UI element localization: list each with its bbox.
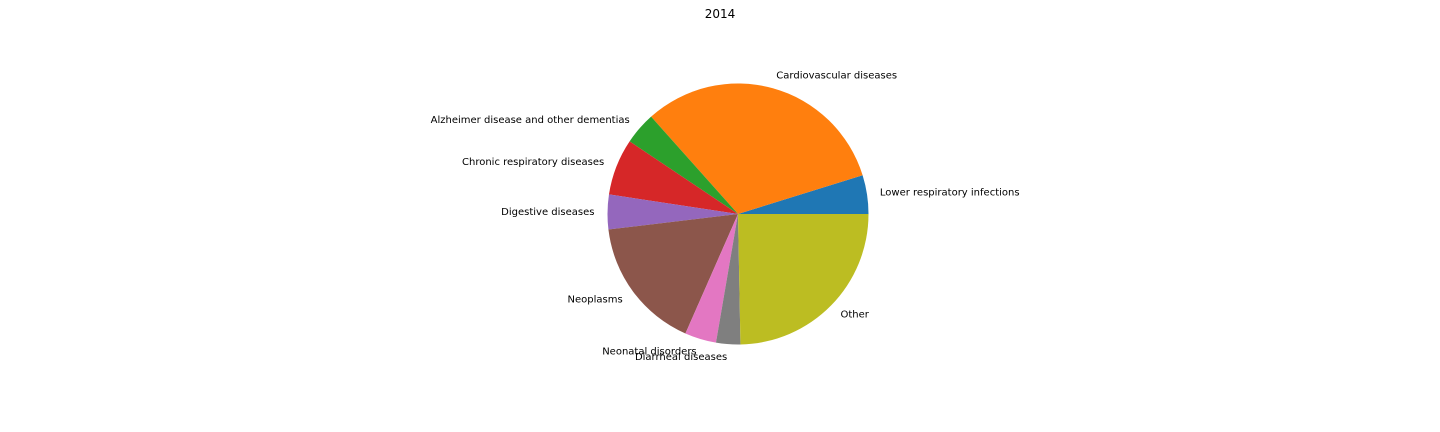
pie-label-diarrheal-diseases: Diarrheal diseases <box>635 352 727 363</box>
pie-label-neonatal-disorders: Neonatal disorders <box>602 346 696 357</box>
pie-label-other: Other <box>840 310 869 321</box>
pie-slice-other <box>738 214 869 345</box>
pie-label-lower-respiratory-infections: Lower respiratory infections <box>880 187 1020 198</box>
pie-slice-neonatal-disorders <box>685 214 738 343</box>
pie-slice-neoplasms <box>608 214 738 334</box>
pie-slice-chronic-respiratory-diseases <box>608 141 738 214</box>
pie-label-neoplasms: Neoplasms <box>567 294 622 305</box>
pie-slices <box>607 83 869 345</box>
pie-label-digestive-diseases: Digestive diseases <box>501 207 594 218</box>
pie-slice-alzheimer-disease-and-other-dementias <box>629 116 738 214</box>
pie-slice-lower-respiratory-infections <box>738 175 869 214</box>
pie-label-cardiovascular-diseases: Cardiovascular diseases <box>776 71 897 82</box>
pie-label-chronic-respiratory-diseases: Chronic respiratory diseases <box>462 157 604 168</box>
pie-slice-cardiovascular-diseases <box>651 83 863 214</box>
pie-label-alzheimer-disease-and-other-dementias: Alzheimer disease and other dementias <box>431 115 630 126</box>
chart-title: 2014 <box>704 7 736 21</box>
pie-slice-digestive-diseases <box>607 194 738 230</box>
pie-labels: Lower respiratory infections Cardiovascul… <box>431 71 1020 363</box>
pie-slice-diarrheal-diseases <box>715 214 741 345</box>
